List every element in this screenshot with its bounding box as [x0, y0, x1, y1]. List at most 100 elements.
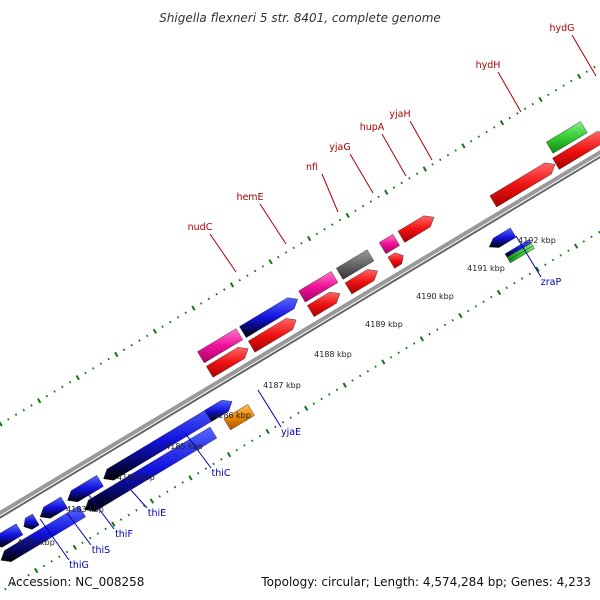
track-tick	[405, 346, 408, 350]
label-leader	[257, 389, 282, 428]
track-tick	[30, 404, 33, 407]
track-tick	[384, 189, 389, 195]
track-tick	[173, 485, 177, 489]
label-leader	[515, 235, 542, 278]
track-tick	[573, 243, 579, 249]
track-tick	[535, 266, 540, 272]
gene-feature	[489, 162, 556, 208]
track-tick	[130, 343, 133, 347]
gene-feature	[248, 318, 297, 353]
gene-feature	[298, 271, 339, 303]
gene-feature	[239, 297, 298, 338]
track-tick	[559, 254, 562, 257]
gene-features	[0, 121, 600, 562]
gene-feature	[223, 404, 255, 431]
track-tick	[235, 448, 238, 452]
track-tick	[158, 495, 161, 498]
gene-label-zraP: zraP	[541, 277, 562, 288]
track-tick	[443, 323, 447, 327]
track-tick	[354, 209, 357, 213]
track-tick	[300, 241, 303, 245]
gene-label-thiC: thiC	[211, 468, 230, 479]
label-leader	[571, 34, 597, 77]
track-tick	[582, 240, 586, 243]
gene-label-hemE: hemE	[236, 192, 263, 203]
track-tick	[454, 149, 457, 152]
track-tick	[544, 263, 547, 266]
track-tick	[135, 509, 138, 512]
track-tick	[469, 139, 473, 143]
track-tick	[345, 212, 350, 219]
track-tick	[562, 84, 565, 87]
track-tick	[576, 73, 582, 80]
track-tick	[243, 444, 246, 447]
track-tick	[477, 135, 481, 138]
track-tick	[292, 246, 295, 250]
gene-feature	[0, 505, 86, 562]
track-tick	[111, 521, 116, 527]
gene-label-hupA: hupA	[360, 122, 385, 133]
track-tick	[166, 490, 169, 494]
kbp-tick-label: 4183 kbp	[66, 505, 104, 514]
track-tick	[451, 318, 454, 322]
track-tick	[585, 70, 589, 73]
track-tick	[7, 418, 10, 421]
gene-label-thiS: thiS	[92, 545, 110, 556]
track-tick	[397, 351, 400, 354]
label-leader	[66, 512, 92, 546]
kbp-tick-label: 4185 kbp	[165, 442, 203, 451]
label-leader	[87, 493, 115, 530]
track-tick	[188, 475, 193, 481]
gene-label-yjaH: yjaH	[389, 109, 410, 120]
backbone-line	[0, 155, 600, 519]
label-leader	[321, 173, 339, 213]
track-tick	[466, 309, 470, 313]
track-tick	[485, 130, 488, 134]
track-tick	[27, 573, 30, 577]
track-tick	[351, 379, 354, 382]
track-tick	[253, 269, 257, 273]
label-leader	[349, 153, 374, 194]
gene-feature	[84, 426, 218, 512]
track-tick	[446, 153, 450, 157]
track-tick	[436, 328, 439, 331]
track-tick	[68, 380, 72, 384]
track-tick	[191, 305, 196, 311]
track-tick	[461, 143, 466, 149]
track-tick	[366, 369, 370, 373]
kbp-tick-label: 4184 kbp	[117, 473, 155, 482]
track-tick	[428, 332, 431, 336]
gene-feature	[387, 252, 404, 269]
track-tick	[415, 172, 419, 175]
track-tick	[400, 181, 403, 185]
track-tick	[523, 107, 527, 111]
track-tick	[570, 79, 573, 83]
label-leader	[409, 120, 433, 161]
track-tick	[408, 177, 411, 180]
track-tick	[176, 316, 180, 319]
track-tick	[304, 405, 309, 411]
track-tick	[590, 235, 593, 239]
track-tick	[169, 320, 172, 324]
track-tick	[499, 120, 505, 126]
label-leader	[259, 203, 287, 245]
track-tick	[458, 312, 463, 319]
track-tick	[412, 342, 416, 345]
track-tick	[315, 232, 319, 236]
track-tick	[61, 385, 64, 389]
track-tick	[45, 394, 49, 398]
track-tick	[328, 393, 331, 396]
track-tick	[37, 398, 42, 404]
track-tick	[284, 251, 288, 254]
gene-label-yjaE: yjaE	[281, 427, 301, 438]
track-tick	[331, 223, 334, 226]
track-tick	[34, 567, 39, 574]
track-tick	[96, 532, 100, 535]
track-tick	[419, 336, 425, 342]
track-tick	[250, 439, 254, 443]
label-leader	[209, 233, 237, 273]
kbp-tick-label: 4182 kbp	[17, 538, 55, 547]
track-tick	[274, 425, 277, 429]
gene-feature	[67, 475, 104, 503]
gene-label-hydH: hydH	[476, 60, 501, 71]
